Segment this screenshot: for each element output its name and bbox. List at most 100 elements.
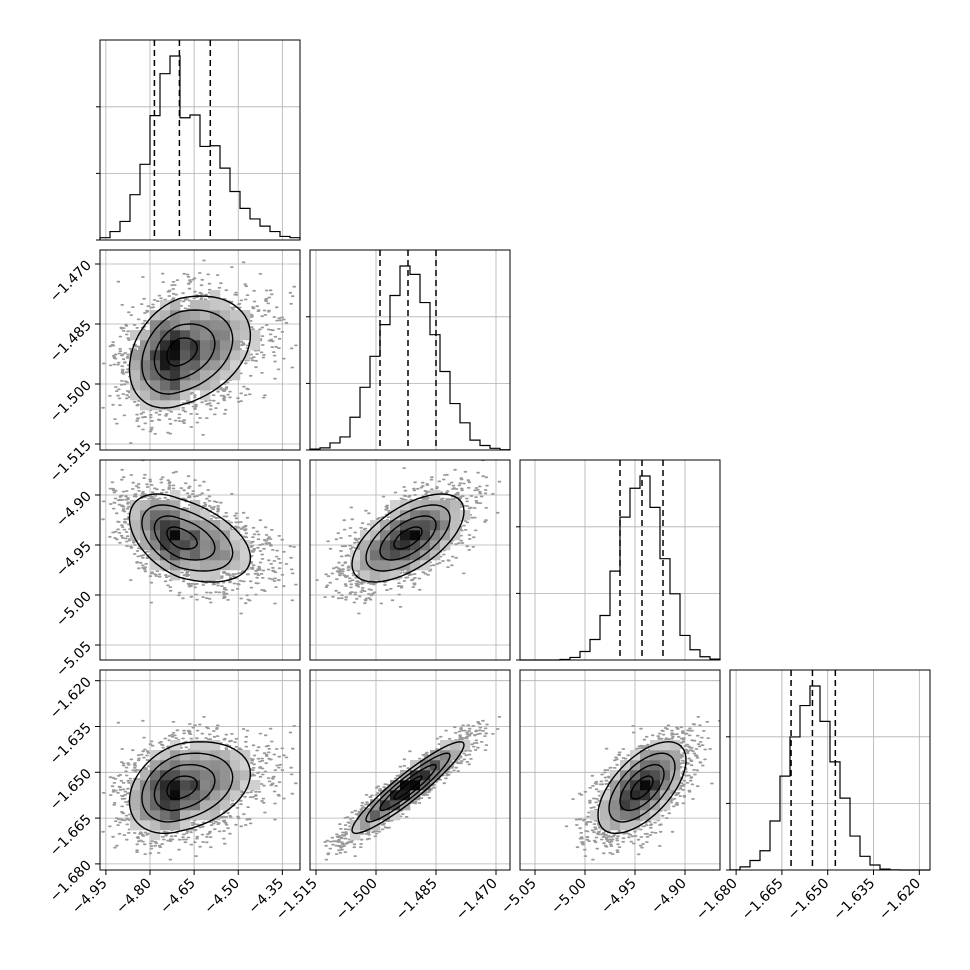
density-cell xyxy=(170,820,181,831)
density-cell xyxy=(190,320,201,331)
x-tick-label-0-2: −4.65 xyxy=(157,876,199,918)
contour-3 xyxy=(351,493,465,583)
density-cell xyxy=(190,560,201,571)
density-cell xyxy=(180,370,191,381)
x-tick-label-3-0: −1.680 xyxy=(693,876,741,924)
density-cell xyxy=(180,810,191,821)
density-cell xyxy=(190,370,201,381)
x-tick-label-1-3: −1.470 xyxy=(453,876,501,924)
density-cell xyxy=(440,520,451,531)
x-tick-label-0-3: −4.50 xyxy=(201,876,243,918)
density-cell xyxy=(640,750,651,761)
density-cell xyxy=(230,750,241,761)
density-cell xyxy=(210,370,221,381)
density-cell xyxy=(200,520,211,531)
density-cell xyxy=(190,770,201,781)
density-cell xyxy=(150,400,161,411)
density-cell xyxy=(150,800,161,811)
density-cell xyxy=(230,530,241,541)
contour-1 xyxy=(153,515,216,561)
density-cell xyxy=(130,510,141,521)
contour-1 xyxy=(379,764,437,812)
density-cell xyxy=(600,810,611,821)
density-cell xyxy=(200,800,211,811)
density-cell xyxy=(390,540,401,551)
density-cell xyxy=(220,780,231,791)
density-cell xyxy=(350,560,361,571)
density-cell xyxy=(380,530,391,541)
density-cell xyxy=(220,310,231,321)
panel-frame xyxy=(309,669,511,871)
panel-0-0 xyxy=(96,39,301,241)
density-cell xyxy=(450,750,461,761)
density-cell xyxy=(370,550,381,561)
density-cell xyxy=(230,370,241,381)
density-cell xyxy=(180,330,191,341)
density-cell xyxy=(410,560,421,571)
density-cell xyxy=(140,340,151,351)
y-tick-label-3-3: −1.635 xyxy=(47,720,95,768)
density-cell xyxy=(370,560,381,571)
density-cell xyxy=(190,360,201,371)
density-cell xyxy=(200,330,211,341)
density-cell xyxy=(160,560,171,571)
density-cell xyxy=(170,360,181,371)
density-cell xyxy=(150,810,161,821)
contour-2 xyxy=(365,504,451,572)
histogram-2 xyxy=(520,475,721,661)
density-cell xyxy=(160,810,171,821)
density-cell xyxy=(180,360,191,371)
density-cell xyxy=(140,400,151,411)
contour-2 xyxy=(141,504,234,572)
y-tick-label-2-3: −4.90 xyxy=(53,489,95,531)
density-cell xyxy=(360,550,371,561)
density-cell xyxy=(420,770,431,781)
density-cell xyxy=(170,390,181,401)
density-cell xyxy=(440,500,451,511)
density-cell xyxy=(240,560,251,571)
density-cell xyxy=(190,500,201,511)
density-cell xyxy=(160,390,171,401)
density-cell xyxy=(200,570,211,581)
density-cell xyxy=(220,370,231,381)
density-cell xyxy=(200,530,211,541)
density-cell xyxy=(650,770,661,781)
density-cell xyxy=(600,820,611,831)
density-cell xyxy=(180,540,191,551)
density-cell xyxy=(650,750,661,761)
contour-0 xyxy=(166,775,198,800)
density-cell xyxy=(590,810,601,821)
density-cell xyxy=(400,800,411,811)
density-cell xyxy=(170,400,181,411)
histogram-3 xyxy=(729,685,930,871)
density-cell xyxy=(150,760,161,771)
density-cell xyxy=(170,760,181,771)
density-cell xyxy=(640,800,651,811)
density-cell xyxy=(200,780,211,791)
panel-frame xyxy=(519,669,721,871)
density-cell xyxy=(360,810,371,821)
density-cell xyxy=(390,530,401,541)
density-cell xyxy=(440,750,451,761)
density-cell xyxy=(210,750,221,761)
density-cell xyxy=(210,360,221,371)
contour-3 xyxy=(351,741,465,835)
density-cell xyxy=(240,320,251,331)
density-cell xyxy=(170,780,181,791)
density-cell xyxy=(370,530,381,541)
x-tick-label-2-0: −5.05 xyxy=(498,876,540,918)
density-cell xyxy=(440,510,451,521)
density-cell xyxy=(140,350,151,361)
density-cell xyxy=(130,790,141,801)
density-cell xyxy=(190,780,201,791)
density-cell xyxy=(180,550,191,561)
density-cell xyxy=(630,790,641,801)
density-cell xyxy=(650,780,661,791)
panel-1-1 xyxy=(306,249,511,451)
density-cell xyxy=(210,570,221,581)
panel-3-2 xyxy=(519,669,721,871)
density-cell xyxy=(240,770,251,781)
density-cell xyxy=(400,500,411,511)
density-cell xyxy=(170,330,181,341)
density-cell xyxy=(450,740,461,751)
